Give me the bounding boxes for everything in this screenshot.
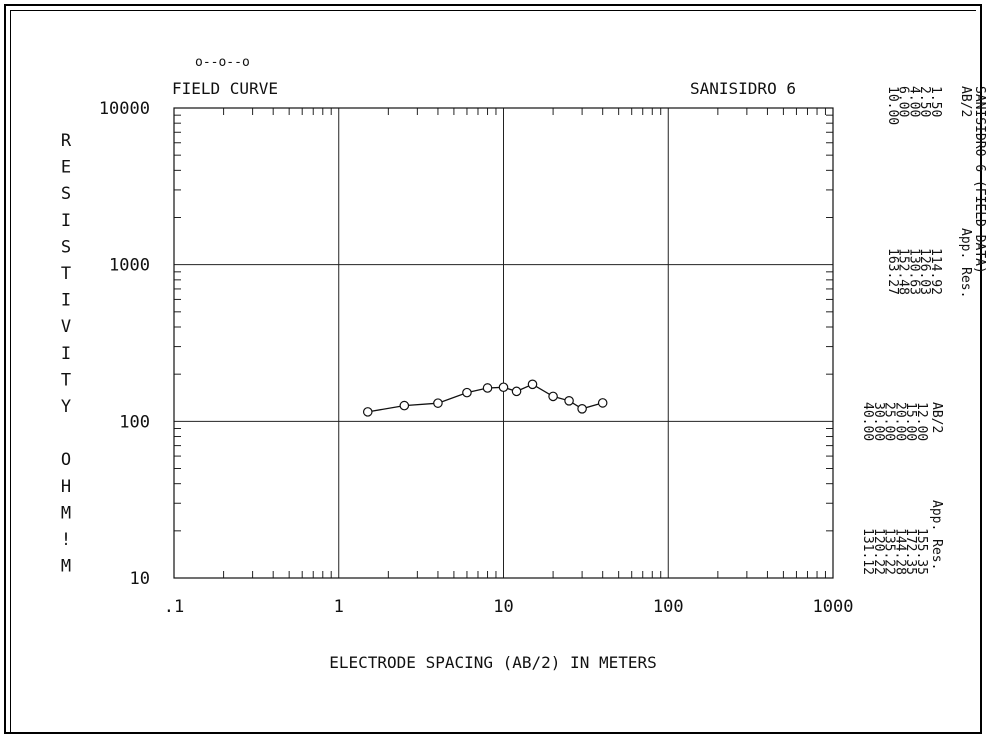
table-text: App. Res. [929,500,944,570]
y-axis-label-letter: I [61,344,71,364]
axis-ticks [174,108,833,578]
table-text: 4.00 [906,86,921,117]
data-point [362,407,373,417]
table-text: 30.00 [871,402,886,441]
y-axis-label-letter: Y [61,397,71,417]
data-point [498,382,509,393]
table-text: 163.27 [885,248,900,295]
data-point [462,387,472,398]
table-text: AB/2 [958,86,973,117]
y-axis-label-letter: M [61,503,71,523]
y-axis-label-letter: M [61,557,71,577]
x-tick-labels: .1 1 10 100 1000 [164,597,854,617]
data-point [433,398,443,408]
y-tick-labels: 10 100 1000 10000 [99,99,150,589]
y-axis-label-letter: T [61,370,71,390]
table-text: SANISIDRO 6 (FIELD DATA) [972,86,987,274]
data-point [597,398,608,408]
legend-marker: o--o--o [195,55,250,70]
y-axis-label-letter: R [61,131,72,151]
y-tick-label: 100 [119,412,150,432]
chart-title-right: SANISIDRO 6 [690,79,796,98]
table-text: 20.00 [892,402,907,441]
table-text: 131.12 [860,528,875,575]
table-text: 25.00 [882,402,897,441]
data-point [482,383,493,393]
x-tick-label: 1000 [813,597,854,617]
table-text: 114.92 [928,248,943,295]
data-point [548,391,558,402]
y-tick-label: 10 [130,569,150,589]
x-tick-label: 10 [493,597,513,617]
y-tick-label: 1000 [109,256,150,276]
table-text: 1.50 [928,86,943,117]
table-text: 144.28 [892,528,907,575]
table-text: 152.48 [896,248,911,295]
data-point [577,404,587,414]
table-text: App. Res. [958,228,973,298]
y-axis-label-letter: O [61,450,71,470]
table-text: 155.35 [914,528,929,575]
table-text: 120.22 [871,528,886,575]
table-text: 130.63 [906,248,921,295]
data-point [564,396,574,406]
y-axis-label-letter: ! [61,530,71,550]
y-axis-label-letter: S [61,237,71,257]
y-axis-label-letter: T [61,264,71,284]
y-axis-label-letter: I [61,211,71,231]
table-text: AB/2 [929,402,944,433]
series-field-curve [362,379,608,417]
y-tick-label: 10000 [99,99,150,119]
table-text: 126.03 [917,248,932,295]
data-point [399,400,410,411]
y-axis-label-letter: H [61,477,71,497]
y-axis-label-letter: I [61,291,71,311]
table-text: 172.35 [903,528,918,575]
x-tick-label: 100 [653,597,684,617]
inner-border [10,10,976,732]
data-point [527,379,538,390]
x-tick-label: 1 [334,597,344,617]
data-point [511,386,522,397]
outer-border [4,4,982,734]
chart-title-left: FIELD CURVE [172,79,278,98]
table-text: 40.00 [860,402,875,441]
table-text: 6.00 [896,86,911,117]
plot-frame [173,107,834,579]
table-text: 2.50 [917,86,932,117]
grid-lines [174,108,833,578]
table-text: 15.00 [903,402,918,441]
table-text: 10.00 [885,86,900,125]
y-axis-label-letter: S [61,184,71,204]
x-axis-label: ELECTRODE SPACING (AB/2) IN METERS [329,653,657,672]
x-tick-label: .1 [164,597,184,617]
y-axis-label-letter: E [61,158,71,178]
y-axis-label-letter: V [61,317,71,337]
table-text: 12.00 [914,402,929,441]
table-text: 135.22 [882,528,897,575]
